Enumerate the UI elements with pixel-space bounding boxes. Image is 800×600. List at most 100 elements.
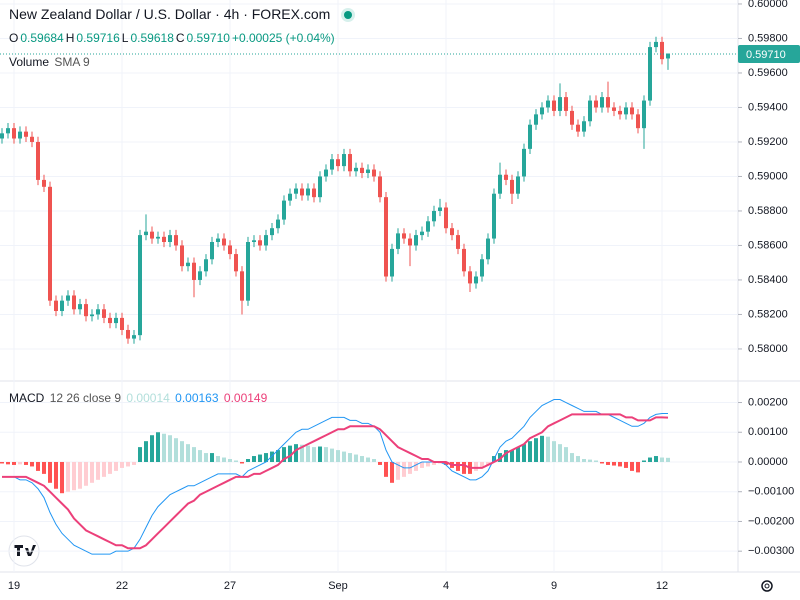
candle-body <box>564 97 568 111</box>
candle-body <box>162 236 166 243</box>
candle-body <box>414 235 418 246</box>
candle-body <box>318 176 322 198</box>
candle-body <box>96 309 100 315</box>
candle-body <box>558 97 562 111</box>
candle-body <box>348 154 352 172</box>
histogram-value: 0.00014 <box>126 391 170 405</box>
candle-body <box>636 114 640 129</box>
candle-body <box>6 128 10 134</box>
candle-body <box>168 235 172 243</box>
histogram-bar <box>240 461 244 464</box>
candle-body <box>264 235 268 246</box>
candle-body <box>492 193 496 239</box>
y-tick-label: 0.59600 <box>748 67 788 79</box>
candle-body <box>618 110 622 115</box>
candle-body <box>300 188 304 196</box>
candle-body <box>102 309 106 318</box>
candle-body <box>630 107 634 115</box>
histogram-bar <box>414 461 418 471</box>
y-tick-label: 0.00100 <box>748 426 788 438</box>
macd-legend[interactable]: MACD 12 26 close 9 0.00014 0.00163 0.001… <box>9 391 269 405</box>
x-tick-label: 19 <box>8 580 20 592</box>
candle-body <box>192 262 196 280</box>
histogram-bar <box>96 461 100 480</box>
histogram-bar <box>30 461 34 467</box>
histogram-bar <box>294 444 298 462</box>
histogram-bar <box>486 461 490 465</box>
candle-body <box>48 186 52 301</box>
histogram-bar <box>42 461 46 474</box>
histogram-bar <box>120 461 124 468</box>
candle-body <box>240 271 244 301</box>
histogram-bar <box>84 461 88 486</box>
histogram-bar <box>498 453 502 462</box>
candle-body <box>402 233 406 239</box>
histogram-bar <box>354 454 358 462</box>
histogram-bar <box>474 461 478 471</box>
histogram-bar <box>264 453 268 462</box>
candle-body <box>60 300 64 312</box>
histogram-bar <box>378 461 382 465</box>
histogram-bar <box>582 459 586 462</box>
symbol-title[interactable]: New Zealand Dollar / U.S. Dollar · 4h · … <box>9 6 331 22</box>
candle-body <box>132 335 136 339</box>
y-tick-label: 0.58400 <box>748 274 788 286</box>
y-tick-label: 0.58200 <box>748 308 788 320</box>
candle-body <box>24 131 28 137</box>
candle-body <box>336 159 340 167</box>
histogram-bar <box>588 459 592 462</box>
histogram-bar <box>6 461 10 465</box>
candle-body <box>426 221 430 232</box>
candle-body <box>276 219 280 229</box>
histogram-bar <box>162 433 166 462</box>
histogram-bar <box>276 450 280 462</box>
histogram-bar <box>108 461 112 474</box>
candle-body <box>462 248 466 272</box>
histogram-bar <box>390 461 394 483</box>
histogram-bar <box>444 461 448 465</box>
ohlc-value: 0.59618 <box>130 31 174 45</box>
candle-body <box>582 121 586 132</box>
histogram-bar <box>336 450 340 462</box>
histogram-bar <box>186 444 190 462</box>
histogram-bar <box>522 444 526 462</box>
candle-body <box>0 133 4 139</box>
ohlc-value: 0.59716 <box>76 31 120 45</box>
candle-body <box>138 235 142 336</box>
candle-body <box>144 231 148 236</box>
candle-body <box>54 300 58 312</box>
candle-body <box>612 107 616 111</box>
candle-body <box>372 169 376 177</box>
candle-body <box>90 314 94 317</box>
x-tick-label: 22 <box>116 580 128 592</box>
ohlc-key: O <box>9 31 19 45</box>
histogram-bar <box>168 435 172 462</box>
candle-body <box>396 233 400 249</box>
candle-body <box>18 131 22 139</box>
candle-body <box>270 228 274 236</box>
histogram-bar <box>348 453 352 462</box>
gear-hub[interactable] <box>764 583 770 589</box>
candle-body <box>546 100 550 108</box>
candle-body <box>204 259 208 272</box>
volume-legend[interactable]: Volume SMA 9 <box>9 55 92 69</box>
candle-body <box>408 238 412 246</box>
histogram-bar <box>534 438 538 462</box>
histogram-bar <box>594 460 598 462</box>
histogram-bar <box>132 461 136 465</box>
logo-mark[interactable] <box>14 545 36 556</box>
x-tick-label: Sep <box>328 580 348 592</box>
histogram-bar <box>48 461 52 483</box>
settings-button[interactable] <box>761 580 773 592</box>
histogram-bar <box>384 461 388 477</box>
histogram-bar <box>324 447 328 462</box>
histogram-bar <box>156 432 160 462</box>
candle-body <box>378 176 382 198</box>
ohlc-value: 0.59710 <box>186 31 230 45</box>
candle-body <box>540 107 544 115</box>
candle-body <box>552 100 556 111</box>
gear-icon[interactable] <box>761 580 773 592</box>
histogram-bar <box>654 456 658 462</box>
histogram-bar <box>570 453 574 462</box>
